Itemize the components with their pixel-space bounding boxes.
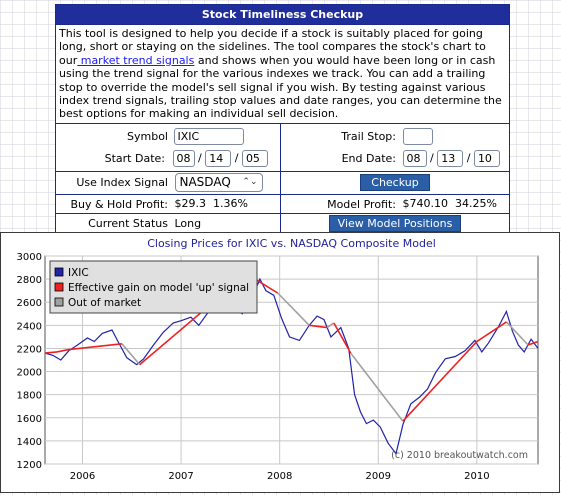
- market-trend-signals-link[interactable]: market trend signals: [77, 53, 195, 67]
- chevron-updown-icon: ⌃⌄: [242, 177, 258, 188]
- date-separator: /: [198, 151, 202, 165]
- description-text: This tool is designed to help you decide…: [59, 27, 486, 67]
- symbol-label: Symbol: [127, 129, 168, 143]
- legend-swatch: [54, 267, 64, 277]
- current-status-cell: Current Status Long: [55, 212, 281, 234]
- checkup-button[interactable]: Checkup: [360, 174, 430, 192]
- out-of-market-line: [121, 343, 141, 366]
- tool-title: Stock Timeliness Checkup: [54, 4, 511, 25]
- start-day-input[interactable]: 14: [205, 149, 232, 167]
- legend-label: Effective gain on model 'up' signal: [68, 282, 249, 294]
- x-tick-label: 2010: [464, 471, 489, 482]
- model-gain-line: [527, 340, 539, 346]
- date-separator: /: [466, 151, 471, 165]
- model-gain-line: [44, 343, 122, 354]
- tool-description: This tool is designed to help you decide…: [54, 24, 511, 124]
- index-signal-label: Use Index Signal: [76, 176, 168, 190]
- buy-hold-label: Buy & Hold Profit:: [70, 197, 168, 211]
- index-signal-value: NASDAQ: [179, 175, 231, 190]
- legend-swatch: [54, 282, 64, 292]
- out-of-market-line: [350, 352, 404, 422]
- chart-legend: [49, 260, 258, 314]
- date-separator: /: [234, 151, 239, 165]
- description-text-rest: and shows when you would have been long …: [59, 53, 502, 121]
- checkup-cell: Checkup: [279, 170, 511, 195]
- model-profit-label: Model Profit:: [327, 197, 396, 211]
- start-year-input[interactable]: 05: [241, 149, 268, 167]
- symbol-start-cell: Symbol IXIC Start Date: 08 / 14 / 05: [55, 122, 281, 172]
- buy-hold-cell: Buy & Hold Profit: $29.3 1.36%: [55, 193, 281, 214]
- y-tick-label: 2600: [17, 298, 42, 309]
- model-gain-line: [402, 321, 507, 422]
- price-chart-svg: Closing Prices for IXIC vs. NASDAQ Compo…: [17, 237, 539, 482]
- start-month-input[interactable]: 08: [172, 149, 195, 167]
- view-model-positions-button[interactable]: View Model Positions: [328, 214, 462, 232]
- current-status-value: Long: [174, 216, 202, 230]
- out-of-market-line: [505, 321, 529, 346]
- y-tick-label: 2000: [17, 368, 42, 379]
- out-of-market-line: [277, 292, 310, 326]
- end-year-input[interactable]: 10: [473, 149, 500, 167]
- y-tick-label: 3000: [17, 252, 42, 263]
- y-tick-label: 1600: [17, 414, 42, 425]
- index-signal-cell: Use Index Signal NASDAQ ⌃⌄: [55, 170, 281, 195]
- model-gain-line: [309, 324, 328, 329]
- y-tick-label: 1400: [17, 437, 42, 448]
- tool-table: Stock Timeliness Checkup This tool is de…: [54, 4, 511, 234]
- legend-swatch: [54, 297, 64, 307]
- current-status-label: Current Status: [88, 217, 168, 231]
- x-tick-label: 2007: [168, 471, 193, 482]
- end-date-label: End Date:: [341, 151, 396, 165]
- stock-timeliness-tool: Stock Timeliness Checkup This tool is de…: [54, 4, 511, 234]
- symbol-input[interactable]: IXIC: [173, 127, 244, 145]
- model-gain-line: [333, 322, 352, 354]
- y-tick-label: 2800: [17, 275, 42, 286]
- y-tick-label: 1200: [17, 460, 42, 471]
- trail-stop-label: Trail Stop:: [341, 129, 396, 143]
- x-tick-label: 2008: [267, 471, 292, 482]
- legend-label: Out of market: [68, 297, 141, 309]
- x-tick-label: 2009: [366, 471, 391, 482]
- ixic-price-line: [44, 277, 539, 455]
- start-date-label: Start Date:: [104, 151, 165, 165]
- out-of-market-line: [326, 322, 335, 329]
- end-day-input[interactable]: 13: [437, 149, 464, 167]
- buy-hold-value: $29.3 1.36%: [174, 197, 248, 211]
- view-positions-cell: View Model Positions: [279, 212, 511, 234]
- y-tick-label: 2400: [17, 321, 42, 332]
- price-chart: Closing Prices for IXIC vs. NASDAQ Compo…: [0, 232, 560, 493]
- y-tick-label: 2200: [17, 344, 42, 355]
- index-signal-select[interactable]: NASDAQ ⌃⌄: [174, 173, 263, 193]
- date-separator: /: [430, 151, 434, 165]
- y-tick-label: 1800: [17, 391, 42, 402]
- trail-end-cell: Trail Stop: End Date: 08 / 13 / 10: [279, 122, 511, 172]
- chart-title: Closing Prices for IXIC vs. NASDAQ Compo…: [147, 237, 436, 250]
- end-month-input[interactable]: 08: [402, 149, 427, 167]
- model-profit-cell: Model Profit: $740.10 34.25%: [279, 193, 511, 214]
- chart-watermark: (c) 2010 breakoutwatch.com: [391, 450, 528, 461]
- trail-stop-input[interactable]: [402, 127, 433, 145]
- x-tick-label: 2006: [70, 471, 95, 482]
- model-profit-value: $740.10 34.25%: [402, 197, 497, 211]
- legend-label: IXIC: [68, 267, 89, 279]
